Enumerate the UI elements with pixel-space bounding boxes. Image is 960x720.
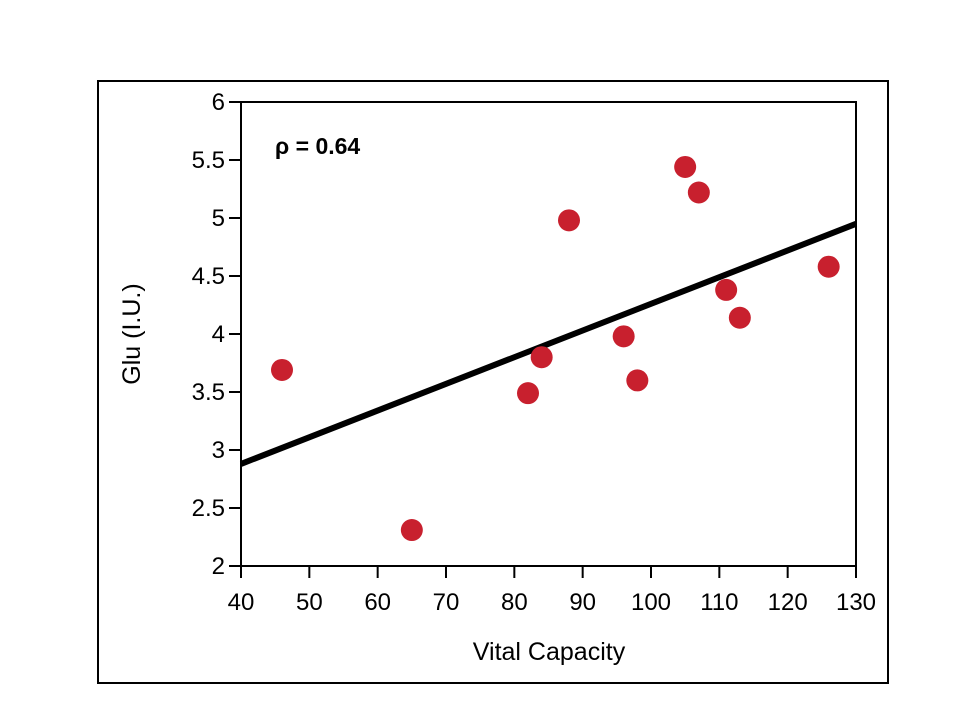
x-tick-label: 70 [433,589,460,616]
data-point [687,181,710,204]
x-tick-label: 90 [569,589,596,616]
y-tick-label: 4 [212,321,225,348]
y-tick-label: 4.5 [192,263,225,290]
x-tick-label: 100 [631,589,671,616]
y-tick-label: 6 [212,89,225,116]
y-tick-label: 5 [212,205,225,232]
y-tick-label: 5.5 [192,147,225,174]
x-tick-label: 50 [296,589,323,616]
y-tick-label: 3 [212,437,225,464]
data-point [400,519,423,542]
data-point [271,358,293,381]
chart-frame [97,80,889,684]
x-tick-label: 130 [836,589,876,616]
x-axis: 40 50 60 70 80 90 100 110 120 130 [228,566,876,616]
y-axis-title: Glu (I.U.) [118,283,146,384]
data-point [674,155,697,178]
data-point [517,382,539,405]
data-point [626,369,649,392]
x-tick-label: 80 [501,589,528,616]
plot-area [240,101,857,567]
y-tick-label: 2.5 [192,495,225,522]
trend-line [239,221,858,467]
y-tick-label: 2 [212,553,225,580]
data-point [530,346,553,369]
x-tick-label: 110 [700,589,738,616]
x-tick-label: 40 [228,589,255,616]
y-axis: 2 2.5 3 3.5 4 4.5 5 5.5 6 [192,89,241,580]
data-point [558,209,580,232]
data-point [817,255,840,278]
data-point [728,306,751,329]
x-axis-title: Vital Capacity [473,638,626,666]
correlation-annotation: ρ = 0.64 [275,133,360,159]
y-tick-label: 3.5 [192,379,225,406]
data-point [715,278,738,301]
data-point [612,325,635,348]
x-tick-label: 120 [768,589,808,616]
plot-border [240,101,857,567]
x-tick-label: 60 [364,589,391,616]
data-points [271,155,840,542]
